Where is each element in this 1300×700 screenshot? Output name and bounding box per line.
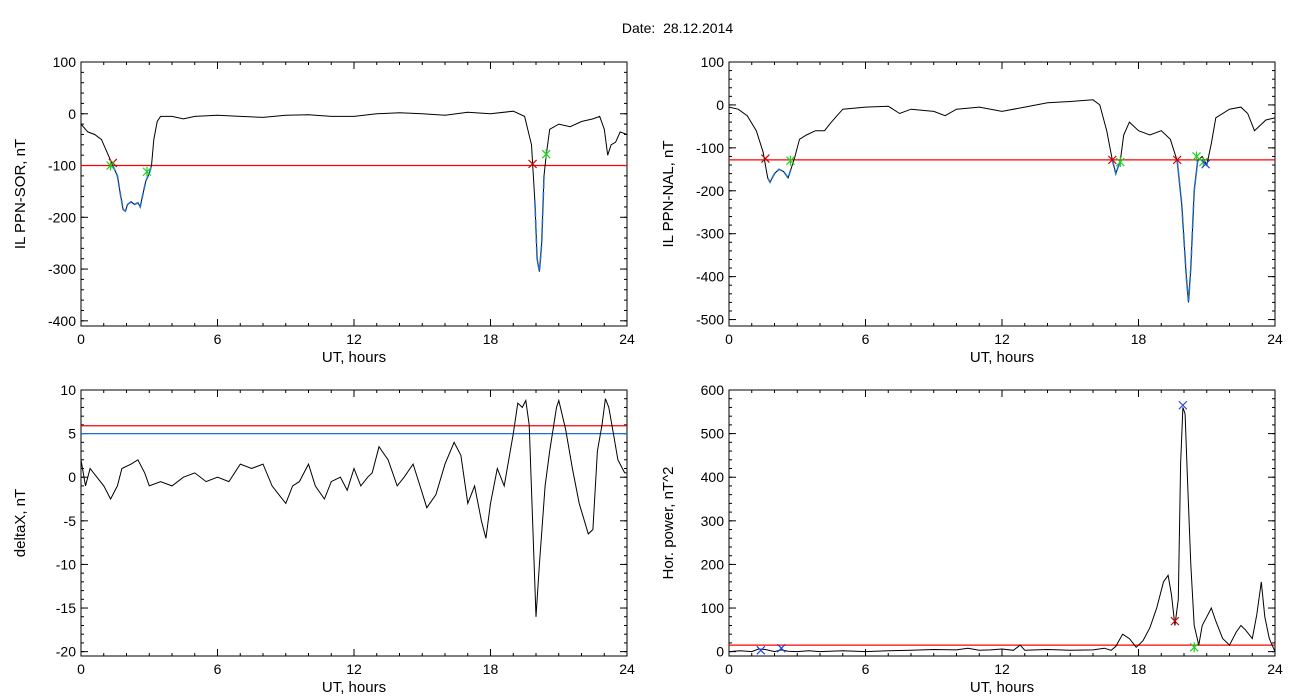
x-tick-label: 0 [77, 661, 85, 677]
x-tick-label: 12 [994, 661, 1010, 677]
y-tick-label: -100 [48, 158, 76, 174]
y-tick-label: 0 [68, 106, 76, 122]
x-axis-label: UT, hours [322, 349, 386, 366]
y-tick-label: 300 [701, 513, 725, 529]
y-axis-label: deltaX, nT [12, 489, 29, 557]
y-tick-label: 0 [68, 469, 76, 485]
x-tick-label: 12 [994, 331, 1010, 347]
marker-green [786, 155, 795, 166]
marker-stroke [1170, 616, 1180, 626]
x-axis-label: UT, hours [322, 679, 386, 696]
x-tick-label: 24 [1267, 661, 1283, 677]
y-tick-label: -300 [696, 226, 724, 242]
chart-panel-4: 0 6 12 18 24 0 100 200 300 400 500 600 UT, hours Hor.… [660, 382, 1283, 696]
plot-frame [80, 61, 628, 327]
x-tick-label: 12 [346, 661, 362, 677]
y-tick-label: -20 [56, 644, 76, 660]
y-tick-label: 100 [701, 600, 725, 616]
y-tick-label: -15 [56, 600, 76, 616]
x-axis-label: UT, hours [970, 349, 1034, 366]
x-tick-label: 24 [619, 331, 635, 347]
y-tick-label: -200 [48, 209, 76, 225]
plot-frame [80, 389, 628, 657]
marker-green [142, 166, 152, 177]
substorm-segment [766, 166, 793, 184]
marker-red [1107, 155, 1117, 165]
marker-blue [1201, 159, 1211, 169]
y-tick-label: 0 [716, 97, 724, 113]
marker-stroke [1201, 159, 1211, 169]
marker-stroke [776, 643, 786, 653]
y-axis-label: Hor. power, nT^2 [660, 467, 677, 580]
marker-stroke [1178, 400, 1188, 410]
y-tick-label: -100 [696, 140, 724, 156]
y-axis-label: IL PPN-SOR, nT [12, 139, 29, 249]
y-tick-label: -5 [64, 513, 77, 529]
marker-red [528, 159, 538, 169]
x-tick-label: 6 [862, 331, 870, 347]
y-tick-label: 200 [701, 556, 725, 572]
y-tick-label: -400 [48, 313, 76, 329]
marker-green [106, 160, 115, 171]
marker-stroke [756, 645, 766, 655]
y-tick-label: 600 [701, 382, 725, 398]
series-line [729, 99, 1275, 303]
chart-panel-3: 0 6 12 18 24 -20 -15 -10 -5 0 5 10 UT, hours deltaX, … [12, 382, 635, 696]
x-tick-label: 12 [346, 331, 362, 347]
marker-red [1170, 616, 1180, 626]
marker-blue [756, 645, 766, 655]
substorm-segment [534, 175, 545, 272]
y-tick-label: 10 [60, 382, 76, 398]
y-tick-label: 500 [701, 426, 725, 442]
y-tick-label: -400 [696, 269, 724, 285]
marker-green [541, 149, 551, 160]
series-line [81, 110, 627, 272]
marker-blue [1178, 400, 1188, 410]
y-tick-label: -300 [48, 261, 76, 277]
marker-red [760, 154, 770, 164]
y-tick-label: -200 [696, 183, 724, 199]
marker-green [1115, 157, 1125, 168]
plot-frame [728, 61, 1276, 327]
chart-panel-2: 0 6 12 18 24 -500 -400 -300 -200 -100 0 100 UT, hour… [660, 54, 1283, 366]
x-tick-label: 0 [77, 331, 85, 347]
x-tick-label: 18 [1131, 331, 1147, 347]
x-tick-label: 6 [214, 331, 222, 347]
y-tick-label: -500 [696, 312, 724, 328]
y-tick-label: 100 [53, 54, 77, 70]
marker-stroke [1172, 155, 1182, 165]
x-tick-label: 6 [862, 661, 870, 677]
x-axis-label: UT, hours [970, 679, 1034, 696]
x-tick-label: 18 [483, 661, 499, 677]
marker-stroke [528, 159, 538, 169]
marker-stroke [760, 154, 770, 164]
chart-panel-1: 0 6 12 18 24 -400 -300 -200 -100 0 100 UT, hours IL … [12, 54, 635, 366]
series-line [81, 398, 627, 617]
marker-red [1172, 155, 1182, 165]
plot-frame [728, 389, 1276, 657]
y-tick-label: 100 [701, 54, 725, 70]
y-tick-label: 400 [701, 469, 725, 485]
series-line [729, 407, 1275, 653]
y-tick-label: -10 [56, 556, 76, 572]
x-tick-label: 18 [1131, 661, 1147, 677]
x-tick-label: 6 [214, 661, 222, 677]
x-tick-label: 24 [619, 661, 635, 677]
x-tick-label: 18 [483, 331, 499, 347]
substorm-segment [1111, 159, 1122, 177]
marker-blue [776, 643, 786, 653]
x-tick-label: 0 [725, 331, 733, 347]
marker-stroke [1107, 155, 1117, 165]
y-tick-label: 5 [68, 426, 76, 442]
chart-date-title: Date: 28.12.2014 [621, 20, 734, 36]
y-tick-label: 0 [716, 644, 724, 660]
y-axis-label: IL PPN-NAL, nT [660, 141, 677, 248]
marker-green [1189, 642, 1199, 653]
x-tick-label: 0 [725, 661, 733, 677]
marker-green [1192, 151, 1201, 162]
x-tick-label: 24 [1267, 331, 1283, 347]
substorm-segment [1176, 160, 1199, 303]
